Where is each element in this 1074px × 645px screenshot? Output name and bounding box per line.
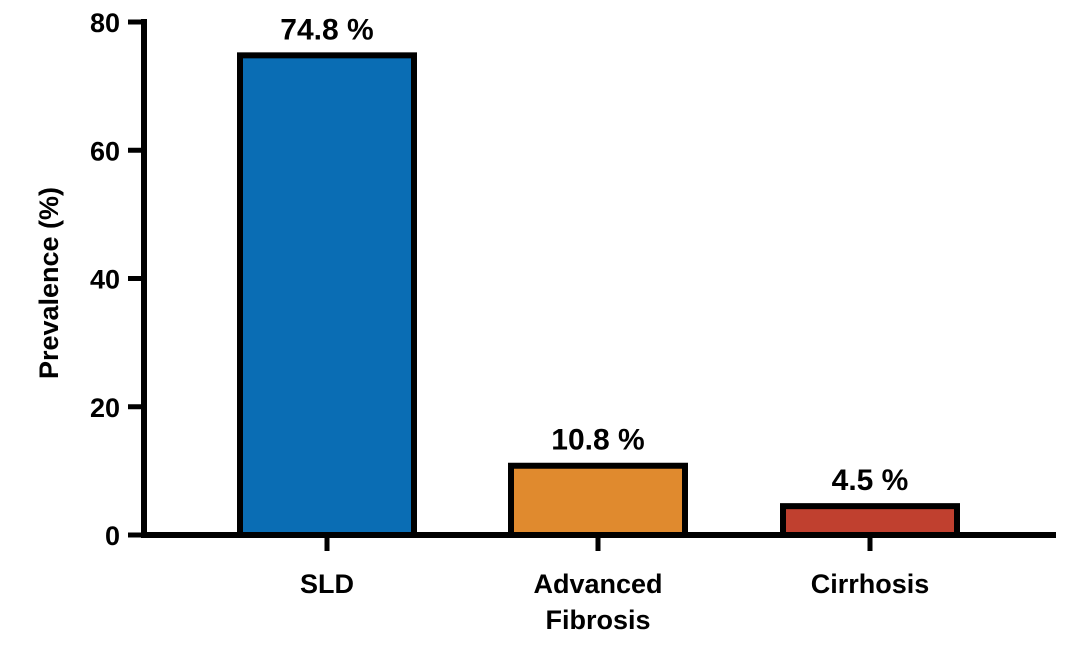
- x-tick-label: Advanced: [533, 569, 662, 599]
- data-label: 4.5 %: [832, 464, 909, 497]
- data-labels: 74.8 % 10.8 % 4.5 %: [280, 13, 908, 497]
- data-label: 74.8 %: [280, 13, 373, 46]
- x-tick-label: SLD: [300, 569, 354, 599]
- x-tick-label: Cirrhosis: [811, 569, 930, 599]
- axes: [141, 19, 1056, 551]
- data-label: 10.8 %: [551, 424, 644, 457]
- bar: [508, 462, 688, 538]
- bars: [237, 52, 960, 538]
- y-tick-label: 20: [90, 393, 120, 423]
- x-tick-label: Fibrosis: [545, 605, 650, 635]
- y-tick-label: 0: [105, 521, 120, 551]
- y-axis-ticks: 0 20 40 60 80: [90, 8, 144, 551]
- category-labels: SLD Advanced Fibrosis Cirrhosis: [300, 569, 929, 635]
- bar: [237, 52, 417, 538]
- bar: [780, 503, 960, 538]
- y-tick-label: 40: [90, 265, 120, 295]
- y-axis-title: Prevalence (%): [34, 187, 64, 379]
- y-tick-label: 60: [90, 136, 120, 166]
- y-tick-label: 80: [90, 8, 120, 38]
